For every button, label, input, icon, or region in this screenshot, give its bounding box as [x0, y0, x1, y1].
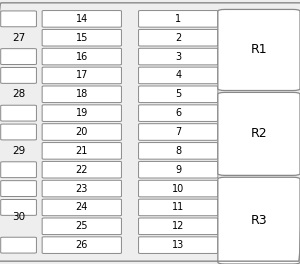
Text: 27: 27 [12, 33, 25, 43]
FancyBboxPatch shape [139, 11, 218, 27]
Text: R1: R1 [250, 44, 267, 56]
FancyBboxPatch shape [1, 49, 36, 64]
Text: 3: 3 [175, 51, 181, 62]
FancyBboxPatch shape [42, 180, 122, 197]
FancyBboxPatch shape [218, 10, 300, 91]
Text: 14: 14 [76, 14, 88, 24]
FancyBboxPatch shape [1, 11, 36, 27]
FancyBboxPatch shape [42, 124, 122, 140]
FancyBboxPatch shape [42, 161, 122, 178]
Text: 25: 25 [76, 221, 88, 231]
Text: 23: 23 [76, 183, 88, 194]
Text: 15: 15 [76, 33, 88, 43]
Text: 29: 29 [12, 146, 25, 156]
FancyBboxPatch shape [139, 237, 218, 253]
FancyBboxPatch shape [42, 48, 122, 65]
Text: R3: R3 [250, 214, 267, 227]
FancyBboxPatch shape [139, 105, 218, 121]
FancyBboxPatch shape [1, 68, 36, 83]
Text: 19: 19 [76, 108, 88, 118]
FancyBboxPatch shape [42, 11, 122, 27]
Text: 6: 6 [175, 108, 181, 118]
Text: 26: 26 [76, 240, 88, 250]
FancyBboxPatch shape [139, 218, 218, 235]
Text: 7: 7 [175, 127, 181, 137]
FancyBboxPatch shape [42, 143, 122, 159]
Text: 4: 4 [175, 70, 181, 81]
FancyBboxPatch shape [1, 181, 36, 196]
Text: 10: 10 [172, 183, 184, 194]
FancyBboxPatch shape [139, 199, 218, 216]
FancyBboxPatch shape [139, 180, 218, 197]
FancyBboxPatch shape [1, 105, 36, 121]
FancyBboxPatch shape [1, 200, 36, 215]
FancyBboxPatch shape [139, 143, 218, 159]
Text: 12: 12 [172, 221, 184, 231]
Text: 28: 28 [12, 89, 25, 99]
FancyBboxPatch shape [1, 237, 36, 253]
FancyBboxPatch shape [139, 48, 218, 65]
FancyBboxPatch shape [42, 237, 122, 253]
Text: 22: 22 [76, 165, 88, 175]
FancyBboxPatch shape [139, 86, 218, 103]
FancyBboxPatch shape [139, 161, 218, 178]
FancyBboxPatch shape [42, 218, 122, 235]
Text: 16: 16 [76, 51, 88, 62]
Text: 17: 17 [76, 70, 88, 81]
Text: 11: 11 [172, 202, 184, 213]
FancyBboxPatch shape [218, 177, 300, 264]
FancyBboxPatch shape [42, 86, 122, 103]
FancyBboxPatch shape [139, 29, 218, 46]
FancyBboxPatch shape [42, 67, 122, 84]
Text: 13: 13 [172, 240, 184, 250]
FancyBboxPatch shape [1, 124, 36, 140]
Text: 2: 2 [175, 33, 181, 43]
Text: 30: 30 [12, 212, 25, 222]
FancyBboxPatch shape [218, 92, 300, 175]
Text: 9: 9 [175, 165, 181, 175]
FancyBboxPatch shape [1, 162, 36, 178]
Text: 1: 1 [175, 14, 181, 24]
Text: 18: 18 [76, 89, 88, 99]
FancyBboxPatch shape [139, 67, 218, 84]
Text: 8: 8 [175, 146, 181, 156]
FancyBboxPatch shape [42, 29, 122, 46]
FancyBboxPatch shape [42, 199, 122, 216]
Text: R2: R2 [250, 128, 267, 140]
Text: 20: 20 [76, 127, 88, 137]
Text: 24: 24 [76, 202, 88, 213]
Text: 21: 21 [76, 146, 88, 156]
FancyBboxPatch shape [42, 105, 122, 121]
Text: 5: 5 [175, 89, 181, 99]
FancyBboxPatch shape [139, 124, 218, 140]
